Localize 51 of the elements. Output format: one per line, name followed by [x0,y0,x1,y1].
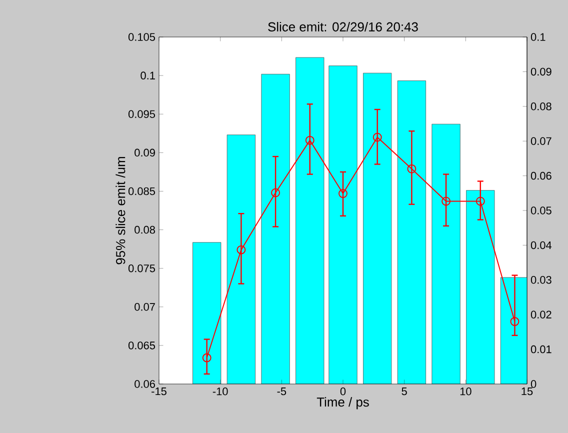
x-tick-label: 10 [460,388,472,396]
y2-tick-label: 0.06 [530,172,552,180]
bar [261,74,290,384]
point [236,245,246,254]
chart-title: Slice emit: 02/29/16 20:43 [268,22,418,32]
y-tick-label: 0.1 [140,72,155,80]
point [202,353,212,362]
x-tick-label: 0 [340,388,346,396]
point [476,196,485,206]
x-tick-label: 5 [402,388,407,396]
bar [226,134,256,384]
x-tick-label: -5 [277,388,286,396]
y2-tick-label: 0.1 [530,33,546,41]
x-tick-label: -10 [212,388,228,396]
y-tick-label: 0.07 [134,303,155,311]
x-tick-label: -15 [152,388,166,396]
y-tick-label: 0.08 [134,226,155,234]
bar [432,124,460,384]
point [510,317,520,326]
y-tick-label: 0.095 [128,110,156,118]
point [442,196,451,206]
y2-tick-label: 0.04 [530,241,552,250]
point [372,132,382,142]
point [338,189,348,198]
y2-tick-label: 0.07 [530,137,552,145]
y2-tick-label: 0.02 [530,310,552,318]
bar [466,190,495,384]
y2-tick-label: 0.09 [530,68,552,76]
bar [192,242,222,384]
y-tick-label: 0.065 [128,342,156,350]
y-axis-title: 95% slice emit /um [116,157,126,264]
point [271,188,280,198]
y-tick-label: 0.075 [128,264,156,272]
y-tick-label: 0.06 [134,380,155,388]
y2-tick-label: 0.03 [530,276,552,284]
y2-tick-label: 0.05 [530,206,552,214]
x-tick-label: 15 [522,388,533,396]
y2-tick-label: 0.08 [530,102,552,110]
point [305,136,314,145]
bar [500,277,528,384]
x-axis-title: Time / ps [316,397,369,410]
bar [363,72,392,384]
bar [328,66,358,384]
y-tick-label: 0.09 [134,148,155,157]
point [407,164,416,174]
bar [397,80,426,384]
y2-tick-label: 0 [530,380,536,388]
y-tick-label: 0.105 [128,33,156,41]
y2-tick-label: 0.01 [530,345,552,354]
bar [296,57,324,384]
y-tick-label: 0.085 [128,187,156,196]
